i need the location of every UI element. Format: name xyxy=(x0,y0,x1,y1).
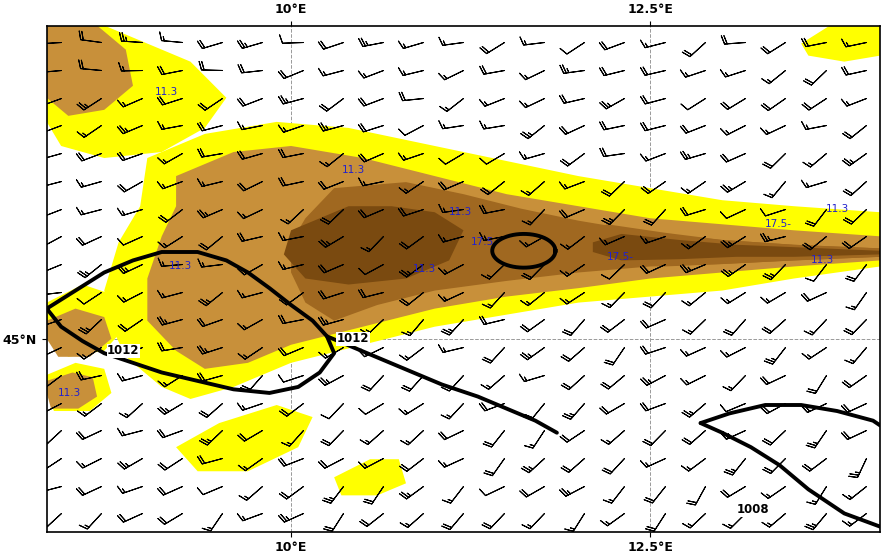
Text: 11.3: 11.3 xyxy=(449,207,472,217)
Polygon shape xyxy=(47,26,226,158)
Text: 11.3: 11.3 xyxy=(155,87,177,97)
Polygon shape xyxy=(47,309,111,357)
Text: 1012: 1012 xyxy=(107,344,140,357)
Polygon shape xyxy=(47,363,111,411)
Polygon shape xyxy=(801,26,880,62)
Text: 11.3: 11.3 xyxy=(58,388,81,398)
Text: 1012: 1012 xyxy=(337,332,369,345)
Polygon shape xyxy=(176,405,313,471)
Polygon shape xyxy=(592,234,880,261)
Polygon shape xyxy=(334,459,406,495)
Text: 11.3: 11.3 xyxy=(811,256,834,266)
Text: 11.3: 11.3 xyxy=(826,204,849,214)
Polygon shape xyxy=(578,224,880,266)
Text: 17.5-: 17.5- xyxy=(608,252,634,262)
Text: 17.5: 17.5 xyxy=(471,237,494,247)
Polygon shape xyxy=(104,122,880,399)
Polygon shape xyxy=(47,285,125,357)
Text: 11.3: 11.3 xyxy=(342,165,365,175)
Polygon shape xyxy=(291,182,880,321)
Text: 11.3: 11.3 xyxy=(413,264,436,274)
Polygon shape xyxy=(147,146,880,369)
Text: 17.5-: 17.5- xyxy=(766,219,792,229)
Polygon shape xyxy=(47,373,97,409)
Text: 1008: 1008 xyxy=(736,504,769,516)
Text: 11.3: 11.3 xyxy=(169,261,192,271)
Polygon shape xyxy=(47,26,133,116)
Polygon shape xyxy=(283,206,464,285)
